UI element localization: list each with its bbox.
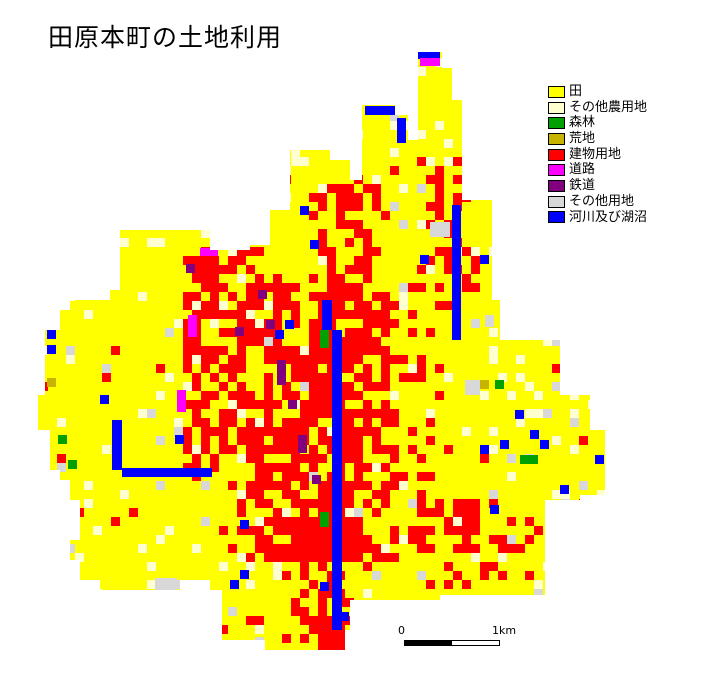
legend-item-water: 河川及び湖沼: [548, 210, 647, 226]
legend-swatch-other-land: [548, 195, 565, 208]
legend-item-other-land: その他用地: [548, 194, 647, 210]
river-main: [332, 330, 342, 630]
legend-item-forest: 森林: [548, 115, 647, 131]
legend-label-wasteland: 荒地: [569, 131, 596, 147]
legend-item-road: 道路: [548, 162, 647, 178]
road-top: [420, 58, 440, 66]
legend-item-wasteland: 荒地: [548, 131, 647, 147]
legend-label-building: 建物用地: [569, 146, 622, 162]
scale-bar-graphic: [404, 640, 500, 646]
legend-swatch-water: [548, 211, 565, 224]
forest-patch: [320, 330, 329, 348]
map-title: 田原本町の土地利用: [48, 23, 283, 52]
legend-swatch-railway: [548, 179, 565, 192]
legend-label-railway: 鉄道: [569, 178, 596, 194]
legend-swatch-forest: [548, 117, 565, 130]
legend-item-railway: 鉄道: [548, 178, 647, 194]
legend-label-water: 河川及び湖沼: [569, 209, 648, 225]
legend-label-paddy: 田: [569, 84, 583, 99]
legend-label-road: 道路: [569, 162, 596, 178]
scale-end-label: 1km: [492, 624, 517, 637]
scale-start-label: 0: [398, 624, 405, 637]
legend-swatch-paddy: [548, 85, 565, 98]
map-legend: 田 その他農用地 森林 荒地 建物用地 道路 鉄道 その他用地 河川及び湖沼: [548, 84, 647, 225]
land-use-cells: [38, 52, 605, 650]
legend-item-paddy: 田: [548, 84, 647, 100]
river-east: [452, 205, 461, 340]
legend-label-other-farmland: その他農用地: [569, 99, 648, 115]
scale-bar: 0 1km: [396, 624, 516, 654]
river-west: [122, 468, 212, 477]
railway: [277, 360, 286, 385]
legend-swatch-building: [548, 148, 565, 161]
legend-item-other-farmland: その他農用地: [548, 100, 647, 116]
legend-label-other-land: その他用地: [569, 193, 635, 209]
legend-swatch-wasteland: [548, 132, 565, 145]
legend-swatch-other-farmland: [548, 101, 565, 114]
legend-label-forest: 森林: [569, 115, 596, 131]
legend-swatch-road: [548, 164, 565, 177]
legend-item-building: 建物用地: [548, 147, 647, 163]
